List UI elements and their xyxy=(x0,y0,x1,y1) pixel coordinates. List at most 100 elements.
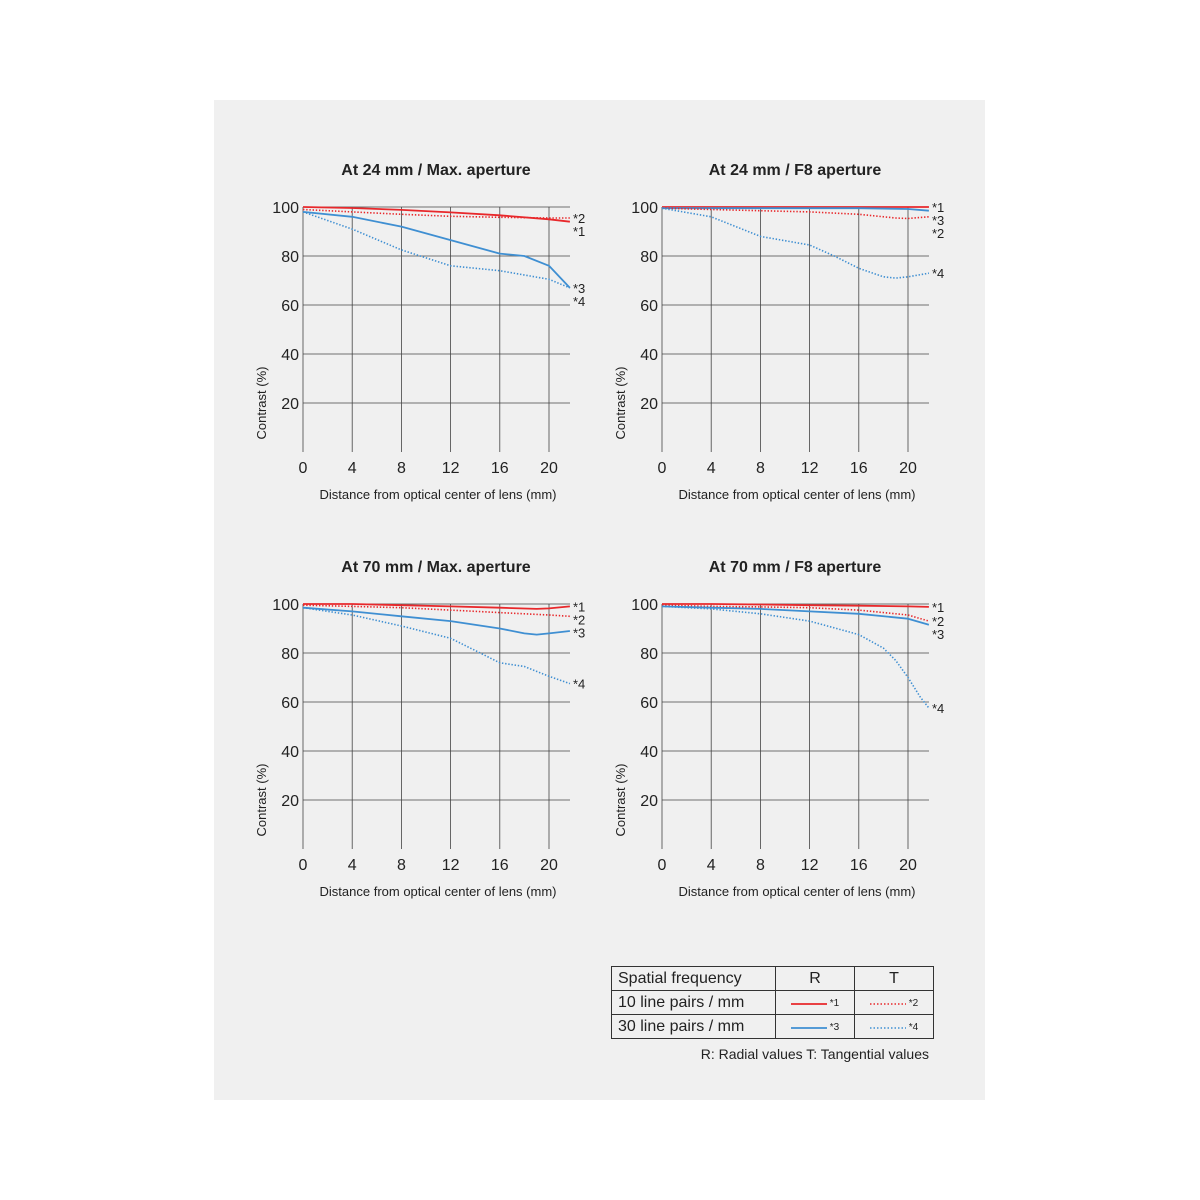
legend-row-label: 30 line pairs / mm xyxy=(611,1014,776,1039)
series-end-label: *1 xyxy=(573,224,585,239)
legend-header-spatial: Spatial frequency xyxy=(611,966,776,991)
y-tick-label: 60 xyxy=(281,298,299,315)
legend-header-t: T xyxy=(854,966,934,991)
y-tick-label: 100 xyxy=(631,200,658,217)
y-tick-label: 40 xyxy=(640,744,658,761)
x-tick-label: 12 xyxy=(442,460,460,477)
x-tick-label: 8 xyxy=(756,857,765,874)
chart-1: At 24 mm / Max. aperture 20 40 60 80 100 0 4 8 12… xyxy=(254,162,585,502)
y-tick-label: 100 xyxy=(272,200,299,217)
y-tick-label: 100 xyxy=(272,597,299,614)
legend-note: R: Radial values T: Tangential values xyxy=(700,1046,929,1062)
x-tick-label: 0 xyxy=(299,460,308,477)
x-axis-label: Distance from optical center of lens (mm… xyxy=(320,487,557,502)
series-end-label: *2 xyxy=(932,614,944,629)
y-tick-label: 80 xyxy=(640,646,658,663)
x-tick-label: 8 xyxy=(397,460,406,477)
y-tick-label: 20 xyxy=(281,793,299,810)
chart-title: At 70 mm / F8 aperture xyxy=(709,559,882,576)
y-tick-label: 20 xyxy=(640,793,658,810)
x-tick-label: 12 xyxy=(801,857,819,874)
chart-title: At 24 mm / Max. aperture xyxy=(341,162,531,179)
series-line-2 xyxy=(302,604,570,618)
y-axis-label: Contrast (%) xyxy=(613,764,628,837)
series-line-4 xyxy=(661,605,930,709)
x-tick-label: 16 xyxy=(850,460,868,477)
x-tick-label: 20 xyxy=(540,857,558,874)
legend-mark-2: *2 xyxy=(908,998,919,1009)
x-tick-label: 16 xyxy=(491,857,509,874)
x-tick-label: 20 xyxy=(899,460,917,477)
series-line-2 xyxy=(661,207,929,220)
x-tick-label: 8 xyxy=(756,460,765,477)
series-end-label: *1 xyxy=(932,600,944,615)
chart-4: At 70 mm / F8 aperture 20 40 60 80 100 0 4 8 12 16… xyxy=(613,559,944,899)
legend-swatch-r1: *1 xyxy=(775,990,855,1015)
chart-title: At 70 mm / Max. aperture xyxy=(341,559,531,576)
legend-header-r: R xyxy=(775,966,855,991)
x-tick-label: 4 xyxy=(348,857,357,874)
y-tick-label: 60 xyxy=(281,695,299,712)
x-tick-label: 8 xyxy=(397,857,406,874)
y-tick-label: 40 xyxy=(281,744,299,761)
series-end-label: *4 xyxy=(932,701,944,716)
series-line-3 xyxy=(302,211,571,289)
series-end-label: *1 xyxy=(573,599,585,614)
x-tick-label: 12 xyxy=(442,857,460,874)
series-line-1 xyxy=(303,603,570,610)
chart-title: At 24 mm / F8 aperture xyxy=(709,162,882,179)
y-tick-label: 80 xyxy=(281,646,299,663)
chart-panel: At 24 mm / Max. aperture 20 40 60 80 100 0 4 8 12… xyxy=(214,100,985,1100)
y-tick-label: 80 xyxy=(640,249,658,266)
x-tick-label: 12 xyxy=(801,460,819,477)
series-end-label: *1 xyxy=(932,200,944,215)
series-end-label: *2 xyxy=(932,226,944,241)
x-tick-label: 4 xyxy=(348,460,357,477)
series-end-label: *3 xyxy=(932,627,944,642)
y-tick-label: 60 xyxy=(640,695,658,712)
series-line-2 xyxy=(302,208,570,219)
legend-mark-1: *1 xyxy=(829,998,840,1009)
legend-mark-4: *4 xyxy=(908,1022,919,1033)
x-tick-label: 4 xyxy=(707,460,716,477)
y-tick-label: 60 xyxy=(640,298,658,315)
series-line-3 xyxy=(662,207,929,212)
y-axis-label: Contrast (%) xyxy=(254,764,269,837)
series-end-label: *2 xyxy=(573,211,585,226)
y-tick-label: 80 xyxy=(281,249,299,266)
series-line-3 xyxy=(661,605,930,626)
series-end-label: *4 xyxy=(932,266,944,281)
legend-header-row: Spatial frequency R T xyxy=(611,966,934,991)
series-end-label: *4 xyxy=(573,294,585,309)
series-line-1 xyxy=(302,206,571,223)
legend-row-label: 10 line pairs / mm xyxy=(611,990,776,1015)
y-tick-label: 20 xyxy=(281,396,299,413)
y-axis-label: Contrast (%) xyxy=(254,367,269,440)
legend-swatch-t2: *2 xyxy=(854,990,934,1015)
legend-swatch-r3: *3 xyxy=(775,1014,855,1039)
series-end-label: *3 xyxy=(573,625,585,640)
series-line-3 xyxy=(302,606,571,636)
x-axis-label: Distance from optical center of lens (mm… xyxy=(679,487,916,502)
series-line-4 xyxy=(661,207,930,279)
chart-2: At 24 mm / F8 aperture 20 40 60 80 100 0 4 8 12 16… xyxy=(613,162,944,502)
series-line-2 xyxy=(661,604,930,622)
x-tick-label: 0 xyxy=(299,857,308,874)
y-axis-label: Contrast (%) xyxy=(613,367,628,440)
x-tick-label: 16 xyxy=(491,460,509,477)
series-line-1 xyxy=(662,603,929,608)
x-tick-label: 16 xyxy=(850,857,868,874)
legend-swatch-t4: *4 xyxy=(854,1014,934,1039)
x-tick-label: 20 xyxy=(540,460,558,477)
series-line-4 xyxy=(302,211,571,289)
x-tick-label: 20 xyxy=(899,857,917,874)
x-axis-label: Distance from optical center of lens (mm… xyxy=(320,884,557,899)
x-tick-label: 0 xyxy=(658,857,667,874)
x-tick-label: 4 xyxy=(707,857,716,874)
y-tick-label: 40 xyxy=(640,347,658,364)
legend-table: Spatial frequency R T 10 line pairs / mm… xyxy=(611,966,934,1039)
y-tick-label: 40 xyxy=(281,347,299,364)
series-end-label: *2 xyxy=(573,612,585,627)
y-tick-label: 20 xyxy=(640,396,658,413)
